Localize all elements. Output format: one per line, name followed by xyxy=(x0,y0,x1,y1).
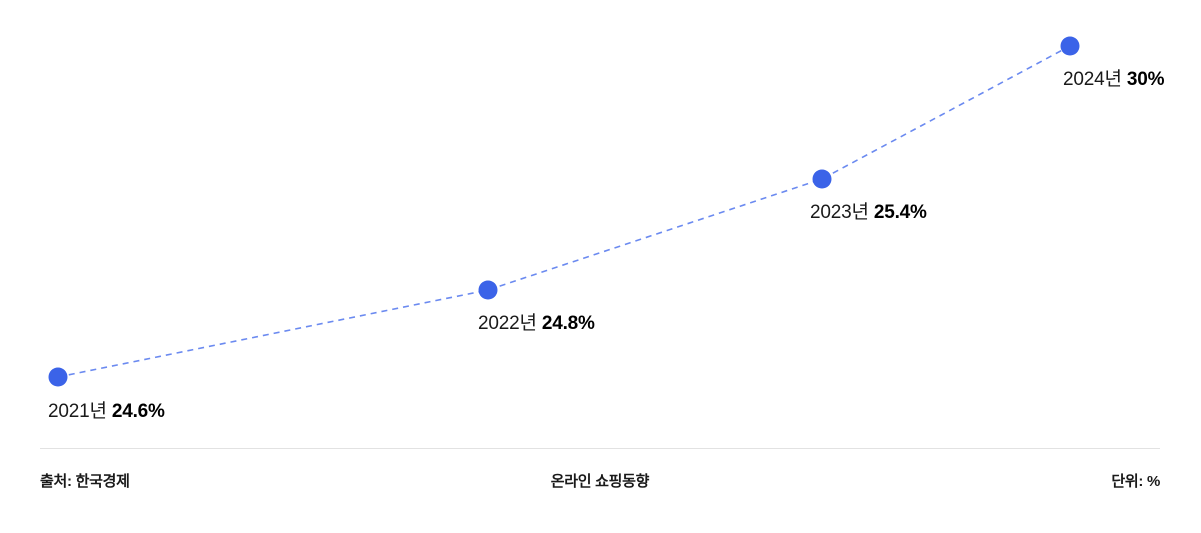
data-point-label-2023: 2023년 25.4% xyxy=(810,203,927,222)
data-point-value-2024: 30% xyxy=(1126,69,1165,90)
data-point-markers xyxy=(48,36,1080,387)
data-point-label-2022: 2022년 24.8% xyxy=(478,314,595,333)
data-point-label-2021: 2021년 24.6% xyxy=(48,402,165,421)
data-point-year-2024: 2024년 xyxy=(1063,69,1122,90)
data-point-marker-2024년[interactable] xyxy=(1060,36,1080,56)
data-point-year-2021: 2021년 xyxy=(48,401,107,422)
chart-footer: 출처: 한국경제 온라인 쇼핑동향 단위: % xyxy=(0,448,1201,533)
data-point-marker-2022년[interactable] xyxy=(478,280,498,300)
footer-row: 출처: 한국경제 온라인 쇼핑동향 단위: % xyxy=(40,474,1160,489)
footer-divider xyxy=(40,448,1160,449)
plot-area: 2021년 24.6% 2022년 24.8% 2023년 25.4% 2024… xyxy=(48,36,1164,421)
data-point-value-2021: 24.6% xyxy=(111,401,165,422)
line-series-svg xyxy=(48,36,1080,387)
data-point-label-2024: 2024년 30% xyxy=(1063,70,1164,89)
data-point-year-2023: 2023년 xyxy=(810,202,869,223)
source-note: 출처: 한국경제 xyxy=(40,473,130,490)
data-point-value-2023: 25.4% xyxy=(873,202,927,223)
data-point-year-2022: 2022년 xyxy=(478,313,537,334)
data-point-marker-2021년[interactable] xyxy=(48,367,68,387)
chart-title: 온라인 쇼핑동향 xyxy=(550,473,650,490)
unit-note: 단위: % xyxy=(1111,473,1160,490)
data-point-marker-2023년[interactable] xyxy=(812,169,832,189)
data-point-value-2022: 24.8% xyxy=(541,313,595,334)
